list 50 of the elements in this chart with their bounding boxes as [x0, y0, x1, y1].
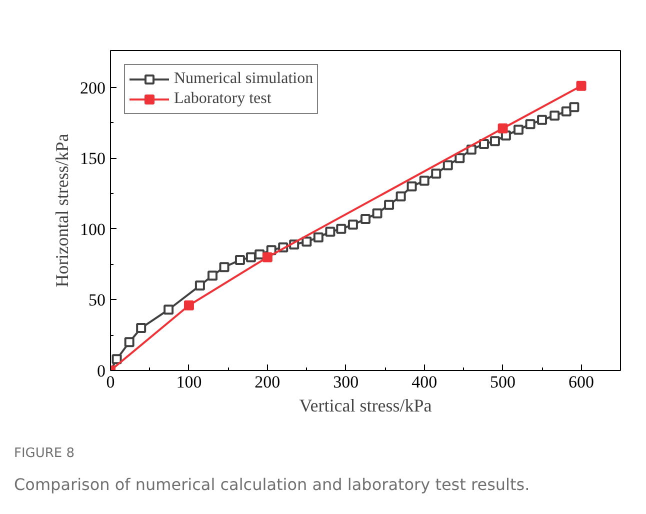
point [164, 304, 174, 315]
point [124, 337, 134, 348]
point [490, 136, 500, 146]
point [569, 102, 580, 112]
point [454, 153, 465, 164]
y-axis-title: Horizontal stress/kPa [52, 134, 72, 288]
point [537, 114, 548, 125]
point [194, 280, 205, 291]
legend-label: Laboratory test [174, 90, 272, 108]
point [384, 200, 394, 210]
legend-label: Numerical simulation [174, 70, 314, 88]
point [525, 119, 536, 130]
x-tick-label: 600 [568, 372, 594, 392]
x-tick-label: 300 [333, 372, 359, 392]
point [313, 232, 324, 242]
point [234, 255, 245, 266]
x-axis-title: Vertical stress/kPa [299, 396, 432, 416]
x-tick-label: 500 [490, 372, 516, 392]
text: Comparison of numerical calculation and laboratory test results. [14, 474, 530, 496]
point [262, 252, 272, 262]
point [396, 191, 406, 202]
point [372, 208, 382, 218]
point [550, 110, 560, 121]
point [419, 176, 430, 186]
y-tick-label: 200 [80, 78, 106, 98]
point [478, 138, 489, 149]
y-tick-label: 50 [88, 290, 106, 310]
y-tick-label: 100 [80, 220, 106, 239]
point [514, 124, 524, 135]
x-tick-label: 400 [412, 372, 438, 392]
point [348, 220, 358, 230]
point [498, 123, 508, 134]
point [302, 236, 312, 247]
point [406, 181, 417, 192]
x-tick-label: 200 [254, 372, 280, 392]
point [208, 270, 218, 281]
y-tick-label: 150 [80, 149, 106, 168]
point [219, 262, 230, 272]
point [442, 160, 453, 170]
point [431, 168, 442, 179]
point [360, 214, 370, 224]
point [184, 300, 194, 310]
point [246, 252, 256, 262]
point [576, 80, 586, 91]
point [136, 323, 146, 334]
point [325, 226, 336, 237]
caption: FIGURE 8 [14, 445, 75, 463]
point [336, 224, 346, 234]
x-tick-label: 100 [176, 372, 202, 392]
point [112, 354, 122, 364]
